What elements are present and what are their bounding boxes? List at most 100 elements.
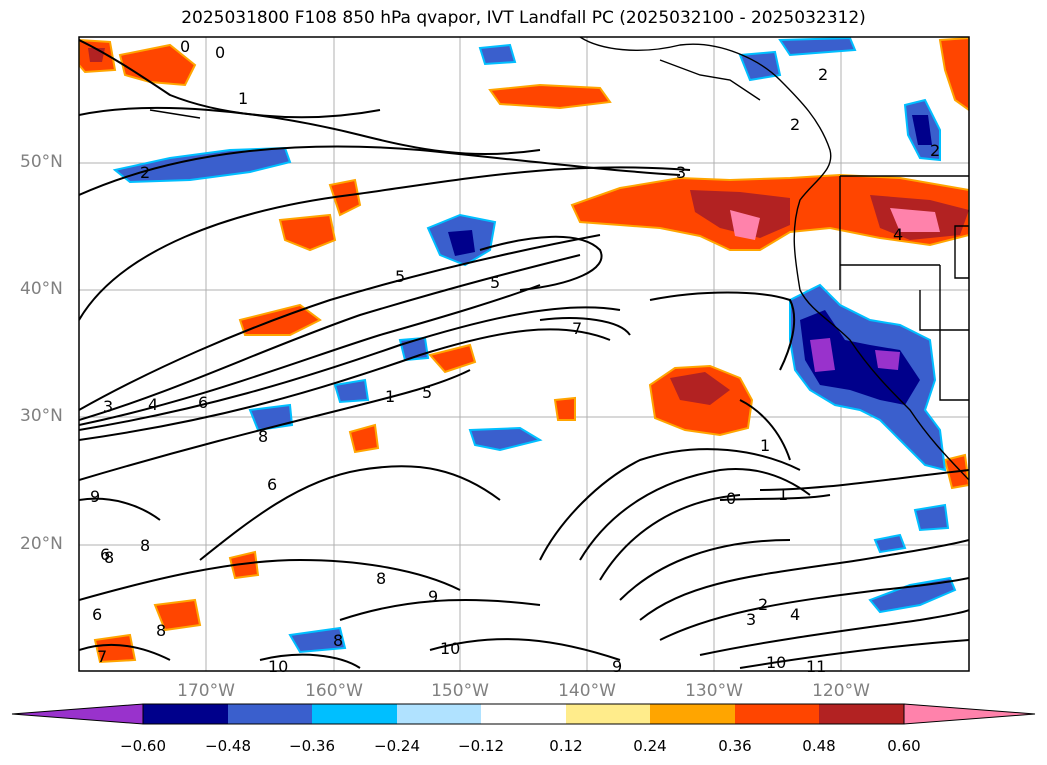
colorbar-segment bbox=[566, 704, 650, 724]
anomaly-neg-south bbox=[868, 576, 957, 614]
contour-label: 3 bbox=[103, 397, 113, 416]
contour-label: 0 bbox=[215, 43, 225, 62]
colorbar-extend-high bbox=[903, 703, 1036, 725]
colorbar-tick: 0.24 bbox=[633, 737, 667, 755]
contour-label: 2 bbox=[140, 163, 150, 182]
contour-label: 8 bbox=[140, 536, 150, 555]
anomaly-neg-top-mid bbox=[478, 43, 517, 66]
lon-label-170w: 170°W bbox=[177, 681, 235, 701]
anomaly-pos-mid-1 bbox=[428, 343, 477, 374]
anomaly-pos-30n-core bbox=[670, 372, 730, 405]
contour-label: 2 bbox=[790, 115, 800, 134]
anomaly-neg-ne-core bbox=[912, 115, 932, 145]
anomaly-pos-mid-2 bbox=[348, 423, 380, 454]
lon-label-120w: 120°W bbox=[812, 681, 870, 701]
contour-label: 5 bbox=[422, 383, 432, 402]
contour-label: 8 bbox=[333, 631, 343, 650]
contour-label: 0 bbox=[180, 37, 190, 56]
anomaly-neg-mid1 bbox=[468, 426, 543, 452]
contour-label: 4 bbox=[790, 605, 800, 624]
contour-label: 7 bbox=[572, 319, 582, 338]
anomaly-neg-45n-core bbox=[448, 230, 475, 256]
lat-label-30n: 30°N bbox=[20, 406, 63, 426]
contour-label: 4 bbox=[893, 225, 903, 244]
anomaly-neg-mid4 bbox=[333, 378, 370, 404]
colorbar-tick: 0.60 bbox=[887, 737, 921, 755]
contour-label: 6 bbox=[267, 475, 277, 494]
colorbar-tick: 0.36 bbox=[718, 737, 752, 755]
contour-label: 0 bbox=[726, 489, 736, 508]
anomaly-neg-se1 bbox=[913, 503, 950, 532]
contour-label: 6 bbox=[100, 545, 110, 564]
contour-labels: 0 0 1 2 2 2 2 3 5 5 7 3 4 6 8 5 1 6 9 8 … bbox=[90, 37, 940, 676]
colorbar-segment bbox=[397, 704, 481, 724]
contour-label: 1 bbox=[760, 436, 770, 455]
colorbar bbox=[11, 703, 1036, 725]
contour-label: 10 bbox=[268, 657, 288, 676]
anomaly-pos-mid-west2 bbox=[328, 178, 362, 217]
colorbar-extend-low bbox=[11, 703, 144, 725]
anomaly-neg-south2 bbox=[873, 533, 907, 554]
contour-label: 5 bbox=[395, 267, 405, 286]
colorbar-tick: 0.48 bbox=[802, 737, 836, 755]
contour-label: 3 bbox=[746, 610, 756, 629]
map-frame bbox=[78, 36, 970, 672]
contour-label: 10 bbox=[440, 639, 460, 658]
contour-label: 9 bbox=[428, 587, 438, 606]
negative-anomaly-fields bbox=[112, 37, 957, 654]
colorbar-segment bbox=[143, 704, 228, 724]
colorbar-segment bbox=[312, 704, 397, 724]
contour-label: 6 bbox=[198, 393, 208, 412]
colorbar-tick: −0.12 bbox=[458, 737, 504, 755]
lon-label-140w: 140°W bbox=[558, 681, 616, 701]
lat-label-20n: 20°N bbox=[20, 534, 63, 554]
colorbar-tick: −0.60 bbox=[120, 737, 166, 755]
contour-label: 6 bbox=[92, 605, 102, 624]
ivt-contours bbox=[79, 39, 969, 669]
contour-label: 9 bbox=[612, 657, 622, 676]
map-title: 2025031800 F108 850 hPa qvapor, IVT Land… bbox=[181, 8, 866, 28]
colorbar-tick: 0.12 bbox=[549, 737, 583, 755]
colorbar-segment bbox=[650, 704, 735, 724]
coastlines bbox=[149, 37, 969, 481]
contour-label: 9 bbox=[90, 487, 100, 506]
colorbar-segment bbox=[228, 704, 312, 724]
anomaly-pos-band-east-peak bbox=[890, 208, 940, 232]
contour-label: 2 bbox=[818, 65, 828, 84]
lon-label-160w: 160°W bbox=[305, 681, 363, 701]
anomaly-neg-coast-core bbox=[800, 310, 920, 405]
anomaly-pos-mid-3 bbox=[553, 396, 576, 421]
contour-label: 8 bbox=[156, 621, 166, 640]
colorbar-tick: −0.36 bbox=[289, 737, 335, 755]
anomaly-neg-coast-peak bbox=[810, 338, 835, 372]
anomaly-pos-sw3 bbox=[93, 633, 137, 664]
contour-label: 7 bbox=[97, 647, 107, 666]
contour-label: 11 bbox=[806, 657, 826, 676]
contour-label: 1 bbox=[238, 89, 248, 108]
anomaly-pos-sw2 bbox=[153, 598, 202, 632]
colorbar-tick: −0.24 bbox=[374, 737, 420, 755]
contour-label: 2 bbox=[930, 141, 940, 160]
lat-label-50n: 50°N bbox=[20, 152, 63, 172]
anomaly-neg-50n-west bbox=[112, 146, 292, 184]
anomaly-neg-sw bbox=[288, 626, 347, 654]
contour-label: 8 bbox=[104, 548, 114, 567]
colorbar-segment bbox=[819, 704, 904, 724]
lon-label-150w: 150°W bbox=[431, 681, 489, 701]
contour-label: 10 bbox=[766, 653, 786, 672]
anomaly-neg-coast-peak2 bbox=[875, 350, 900, 370]
anomaly-pos-mid-west1 bbox=[278, 213, 337, 252]
contour-label: 8 bbox=[258, 427, 268, 446]
contour-label: 1 bbox=[778, 485, 788, 504]
contour-label: 2 bbox=[758, 595, 768, 614]
lon-label-130w: 130°W bbox=[685, 681, 743, 701]
anomaly-neg-ne-top bbox=[778, 37, 857, 57]
anomaly-pos-band-peak bbox=[730, 210, 760, 240]
lat-label-40n: 40°N bbox=[20, 279, 63, 299]
contour-label: 4 bbox=[148, 395, 158, 414]
colorbar-segment bbox=[481, 704, 566, 724]
contour-label: 8 bbox=[376, 569, 386, 588]
colorbar-segment bbox=[735, 704, 819, 724]
contour-label: 1 bbox=[385, 387, 395, 406]
